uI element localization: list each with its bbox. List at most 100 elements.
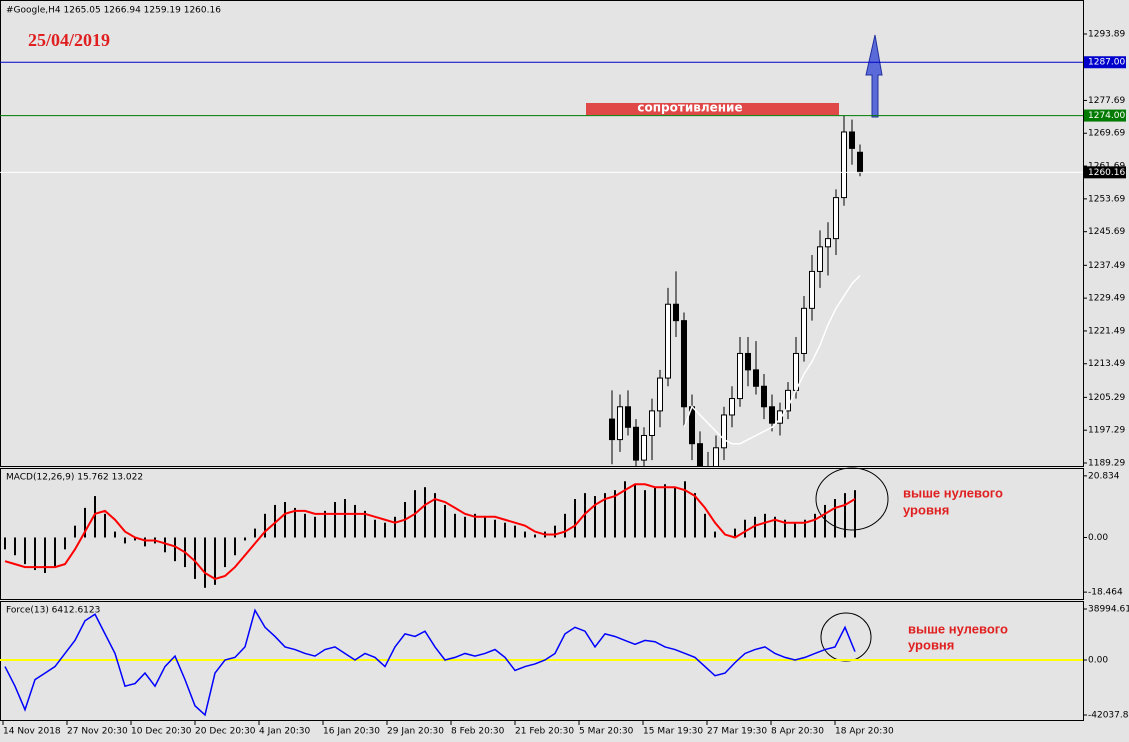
histogram-bar xyxy=(514,525,516,538)
histogram-bar xyxy=(504,522,506,538)
histogram-bar xyxy=(664,484,666,538)
histogram-bar xyxy=(794,522,796,538)
candle-body xyxy=(713,447,719,466)
x-tick-label: 8 Apr 20:30 xyxy=(771,727,824,737)
force-line xyxy=(4,608,856,717)
up-arrow xyxy=(865,34,883,118)
y-tick-label: 1237.49 xyxy=(1088,261,1125,271)
x-tick-label: 16 Jan 20:30 xyxy=(323,727,380,737)
candle-body xyxy=(801,307,807,354)
y-tick-label: 1205.29 xyxy=(1088,393,1125,403)
histogram-bar xyxy=(784,519,786,538)
x-tick-label: 5 Mar 20:30 xyxy=(579,727,634,737)
candle-body xyxy=(793,352,799,391)
candle-body xyxy=(721,414,727,449)
histogram-bar xyxy=(744,519,746,538)
candle-body xyxy=(649,410,655,436)
histogram-bar xyxy=(34,537,36,571)
y-tick-label: -18.464 xyxy=(1088,588,1123,598)
histogram-bar xyxy=(464,516,466,538)
level-tag xyxy=(1084,166,1126,179)
candle-body xyxy=(761,385,767,408)
resistance-label: сопротивление xyxy=(637,101,742,115)
histogram-bar xyxy=(614,490,616,538)
histogram-bar xyxy=(714,531,716,538)
level-label: 1274.00 xyxy=(1088,111,1125,121)
candle-body xyxy=(777,410,783,424)
price-pane xyxy=(0,0,1084,467)
histogram-bar xyxy=(494,519,496,538)
histogram-bar xyxy=(104,513,106,538)
x-tick-label: 27 Mar 19:30 xyxy=(707,727,767,737)
x-tick-label: 14 Nov 2018 xyxy=(3,727,61,737)
histogram-bar xyxy=(254,528,256,538)
candle-body xyxy=(817,246,823,272)
histogram-bar xyxy=(144,537,146,547)
histogram-bar xyxy=(474,513,476,538)
histogram-bar xyxy=(814,513,816,538)
candle-body xyxy=(729,398,735,416)
histogram-bar xyxy=(84,507,86,538)
histogram-bar xyxy=(214,537,216,585)
histogram-bar xyxy=(374,519,376,538)
histogram-bar xyxy=(334,501,336,538)
candle-body xyxy=(753,369,759,387)
y-tick-label: 1189.29 xyxy=(1088,459,1125,469)
candle-body xyxy=(681,320,687,408)
histogram-bar xyxy=(484,516,486,538)
y-tick-label: 0.00 xyxy=(1088,656,1108,666)
histogram-bar xyxy=(274,504,276,538)
candle-body xyxy=(633,426,639,461)
x-tick-label: 29 Jan 20:30 xyxy=(387,727,444,737)
histogram-bar xyxy=(384,522,386,538)
y-tick-label: 1293.89 xyxy=(1088,29,1125,39)
resistance-box xyxy=(586,103,839,115)
histogram-bar xyxy=(354,504,356,538)
histogram-bar xyxy=(324,510,326,538)
candle-body xyxy=(609,418,615,441)
histogram-bar xyxy=(204,537,206,588)
y-tick-label: 1245.69 xyxy=(1088,227,1125,237)
y-tick-label: 1197.29 xyxy=(1088,426,1125,436)
histogram-bar xyxy=(624,481,626,538)
histogram-bar xyxy=(284,501,286,538)
highlight-circle xyxy=(815,467,889,531)
x-tick-label: 18 Apr 20:30 xyxy=(835,727,894,737)
histogram-bar xyxy=(174,537,176,562)
candle-body xyxy=(833,197,839,240)
histogram-bar xyxy=(344,499,346,538)
x-tick-label: 10 Dec 20:30 xyxy=(131,727,192,737)
candle-body xyxy=(809,270,815,309)
histogram-bar xyxy=(444,504,446,538)
histogram-bar xyxy=(634,484,636,538)
histogram-bar xyxy=(234,537,236,556)
y-tick-label: 20.834 xyxy=(1088,471,1120,481)
macd-annotation: уровня xyxy=(903,502,949,517)
candle-body xyxy=(673,303,679,322)
histogram-bar xyxy=(54,537,56,568)
histogram-bar xyxy=(124,537,126,544)
y-tick-label: 38994.613 xyxy=(1088,605,1129,615)
histogram-bar xyxy=(434,493,436,538)
candle-body xyxy=(617,406,623,441)
macd-title: MACD(12,26,9) 15.762 13.022 xyxy=(6,473,143,483)
histogram-bar xyxy=(164,537,166,553)
force-title: Force(13) 6412.6123 xyxy=(6,606,100,616)
candle-body xyxy=(665,303,671,379)
force-annotation: выше нулевого xyxy=(908,621,1008,636)
level-label: 1287.00 xyxy=(1088,58,1125,68)
histogram-bar xyxy=(74,525,76,538)
price-plot xyxy=(609,115,863,466)
y-tick-label: 1277.69 xyxy=(1088,96,1125,106)
histogram-bar xyxy=(564,513,566,538)
y-tick-label: 1221.49 xyxy=(1088,326,1125,336)
histogram-bar xyxy=(364,510,366,538)
x-tick-label: 4 Jan 20:30 xyxy=(259,727,311,737)
date-annotation: 25/04/2019 xyxy=(28,30,110,50)
force-annotation: уровня xyxy=(908,637,954,652)
histogram-bar xyxy=(654,487,656,538)
x-tick-label: 8 Feb 20:30 xyxy=(451,727,505,737)
candle-body xyxy=(825,238,831,248)
